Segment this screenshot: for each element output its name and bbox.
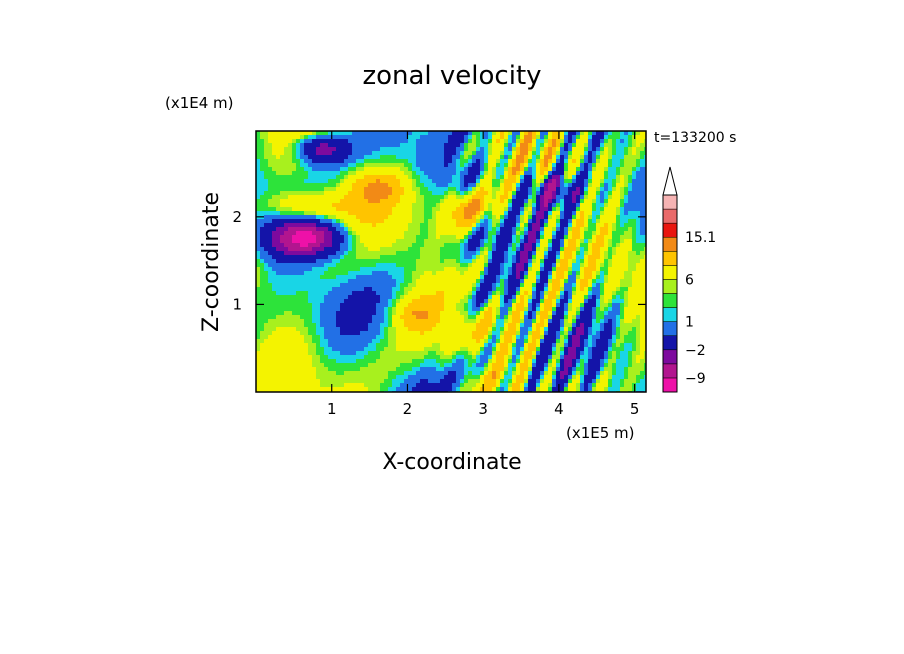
x-tick-label: 2 bbox=[403, 400, 413, 418]
colorbar-swatch bbox=[662, 194, 678, 210]
time-label: t=133200 s bbox=[654, 130, 736, 146]
colorbar-frame bbox=[662, 194, 678, 393]
colorbar-label: 6 bbox=[685, 272, 694, 288]
colorbar-label: 15.1 bbox=[685, 230, 716, 246]
colorbar-label: −9 bbox=[685, 371, 706, 387]
colorbar-swatch bbox=[662, 222, 678, 238]
colorbar-swatch bbox=[662, 236, 678, 252]
y-axis-unit: (x1E4 m) bbox=[165, 94, 234, 112]
colorbar-swatch bbox=[662, 349, 678, 365]
colorbar-swatch bbox=[662, 265, 678, 280]
colorbar-swatch bbox=[662, 293, 678, 308]
colorbar-label: 1 bbox=[685, 315, 694, 331]
colorbar-swatch bbox=[662, 279, 678, 294]
contour-field bbox=[256, 131, 646, 392]
y-tick-label: 1 bbox=[232, 295, 242, 313]
x-axis-label: X-coordinate bbox=[382, 450, 521, 475]
x-tick-label: 4 bbox=[554, 400, 564, 418]
colorbar-swatch bbox=[662, 363, 678, 379]
colorbar-label: −2 bbox=[685, 343, 706, 359]
colorbar-swatch bbox=[662, 335, 678, 351]
colorbar-swatch bbox=[662, 377, 678, 393]
x-axis-ticks: 1 2 3 4 5 bbox=[327, 131, 639, 418]
colorbar-swatch bbox=[662, 307, 678, 322]
chart-title: zonal velocity bbox=[362, 61, 541, 91]
x-tick-label: 5 bbox=[630, 400, 640, 418]
colorbar-extend-arrow bbox=[662, 166, 678, 196]
x-axis-unit: (x1E5 m) bbox=[566, 424, 635, 442]
colorbar-swatch bbox=[662, 321, 678, 336]
x-tick-label: 1 bbox=[327, 400, 337, 418]
colorbar-swatch bbox=[662, 251, 678, 266]
y-tick-label: 2 bbox=[232, 208, 242, 226]
y-axis-label: Z-coordinate bbox=[199, 192, 224, 332]
colorbar-swatch bbox=[662, 208, 678, 224]
y-axis-ticks: 12 bbox=[232, 208, 646, 313]
plot-frame bbox=[255, 130, 647, 393]
colorbar: 15.1 6 1 −2 −9 bbox=[662, 166, 716, 393]
x-tick-label: 3 bbox=[478, 400, 488, 418]
